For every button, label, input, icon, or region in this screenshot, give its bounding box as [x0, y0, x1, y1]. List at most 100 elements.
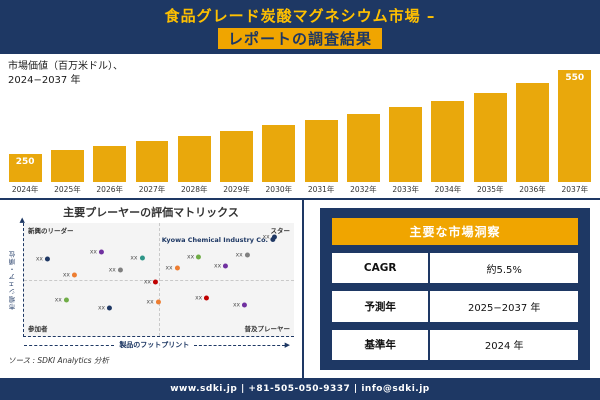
matrix-point-label: xx [235, 251, 243, 259]
bar [389, 107, 423, 182]
bar [50, 150, 84, 182]
matrix-point-dot-icon [155, 299, 161, 305]
x-axis-tick-label: 2035年 [476, 185, 504, 194]
x-axis-tick-label: 2026年 [96, 185, 123, 194]
matrix-point-dot-icon [196, 254, 202, 260]
bar [262, 125, 296, 182]
matrix-point-dot-icon [139, 255, 145, 261]
bar: 550 [558, 70, 592, 182]
x-axis-tick-label: 2037年 [561, 185, 589, 194]
x-axis-tick-label: 2027年 [138, 185, 166, 194]
matrix-point: xx [165, 265, 180, 272]
x-axis-tick-label: 2028年 [180, 185, 208, 194]
quadrant-label-stars: スター [270, 227, 291, 235]
bar [304, 120, 338, 182]
matrix-point-label: xx [108, 266, 116, 274]
bar-slot: 2029年 [215, 131, 257, 198]
bar-slot: 2034年 [427, 101, 469, 198]
matrix-point-label: xx [187, 253, 195, 261]
bar [135, 141, 169, 182]
bar-slot: 2032年 [342, 114, 384, 198]
bar-slot: 550 2037年 [554, 70, 596, 198]
bar-slot: 2035年 [469, 93, 511, 198]
matrix-point-label: xx [130, 254, 138, 262]
insights-row-value: 2025−2037 年 [467, 302, 541, 314]
header: 食品グレード炭酸マグネシウム市場 – レポートの調査結果 [0, 0, 600, 54]
matrix-point-label: xx [146, 298, 154, 306]
matrix-point-dot-icon [270, 237, 276, 243]
matrix-point-label: xx [195, 294, 203, 302]
matrix-point-dot-icon [107, 305, 113, 311]
x-axis-tick-label: 2034年 [434, 185, 462, 194]
source-note: ソース : SDKI Analytics 分析 [8, 356, 109, 365]
x-axis-tick-label: 2030年 [265, 185, 293, 194]
bar [177, 136, 211, 182]
matrix-point-named: Kyowa Chemical Industry Co. [161, 235, 276, 244]
matrix-title: 主要プレーヤーの評価マトリックス [63, 206, 239, 219]
x-axis-tick-label: 2029年 [223, 185, 250, 194]
x-axis-tick-label: 2025年 [54, 185, 81, 194]
bar-slot: 250 2024年 [4, 154, 46, 198]
insights-row-label: CAGR [332, 253, 431, 284]
matrix-point: xx [90, 249, 104, 256]
matrix-point-dot-icon [98, 249, 104, 255]
matrix-point-dot-icon [204, 295, 210, 301]
matrix-panel: 主要プレーヤーの評価マトリックス 市場シェア・順位 ▲ 新興のリーダー スター … [0, 200, 302, 378]
matrix-point-label: xx [214, 262, 222, 270]
x-axis-arrow-icon: ▶ [284, 340, 291, 349]
insights-row-value: 約5.5% [486, 264, 522, 276]
matrix-point-label: xx [89, 248, 97, 256]
bar-slot: 2031年 [300, 120, 342, 198]
bar-slot: 2028年 [173, 136, 215, 198]
matrix-point: xx [63, 271, 77, 278]
matrix-point-label: xx [35, 255, 43, 263]
bar [220, 131, 254, 182]
table-row: 予測年 2025−2037 年 [332, 291, 578, 322]
bar-slot: 2026年 [89, 146, 131, 198]
matrix-point: xx [55, 296, 69, 303]
y-axis-arrow-icon: ▲ [19, 216, 25, 224]
footer-contact: www.sdki.jp | +81-505-050-9337 | info@sd… [170, 384, 430, 394]
bar-chart-section: 市場価値（百万米ドル）、 2024−2037 年 250 2024年 2025年 20… [0, 54, 600, 200]
matrix-point-label: xx [97, 304, 106, 312]
bar [431, 101, 465, 182]
bar: 250 [8, 154, 42, 182]
bar-slot: 2027年 [131, 141, 173, 198]
matrix-point-dot-icon [152, 279, 158, 285]
chart-axis-title-line1: 市場価値（百万米ドル）、 [8, 61, 123, 72]
matrix-point-dot-icon [117, 267, 123, 273]
bar [516, 83, 549, 182]
matrix-point: xx [187, 253, 202, 261]
matrix-point-label: xx [143, 278, 151, 286]
matrix-point-dot-icon [44, 256, 50, 262]
x-axis-tick-label: 2033年 [392, 185, 419, 194]
matrix-point-label: xx [262, 233, 270, 241]
insights-panel: 主要な市場洞察 CAGR 約5.5% 予測年 2025−2037 年 基準年 2… [302, 200, 600, 378]
bottom-section: 主要プレーヤーの評価マトリックス 市場シェア・順位 ▲ 新興のリーダー スター … [0, 200, 600, 378]
bar [473, 93, 507, 182]
bar-slot: 2033年 [385, 107, 427, 198]
matrix-point-label: xx [62, 271, 70, 279]
bar-value-label: 250 [15, 157, 35, 167]
matrix-point: xx [195, 294, 210, 302]
matrix-point-dot-icon [174, 265, 180, 271]
table-row: 基準年 2024 年 [332, 329, 578, 360]
bar-slot: 2030年 [258, 125, 300, 198]
matrix-point-label: Kyowa Chemical Industry Co. [161, 235, 269, 244]
matrix-point-dot-icon [242, 302, 248, 308]
x-axis-tick-label: 2031年 [307, 185, 335, 194]
matrix-point: xx [97, 304, 113, 312]
footer-bar: www.sdki.jp | +81-505-050-9337 | info@sd… [0, 378, 600, 400]
matrix-point: xx [130, 254, 145, 262]
matrix-point: xx [263, 233, 277, 240]
matrix-plot-area: ▲ 新興のリーダー スター 参加者 普及プレーヤー xx xx xx xx xx xx xx… [20, 216, 294, 337]
matrix-x-axis: 製品のフットプリント ▶ [24, 340, 290, 350]
chart-axis-title: 市場価値（百万米ドル）、 2024−2037 年 [8, 60, 123, 88]
insights-row-label: 予測年 [332, 291, 431, 322]
insights-box: 主要な市場洞察 CAGR 約5.5% 予測年 2025−2037 年 基準年 2… [320, 208, 590, 370]
matrix-point: xx [36, 256, 50, 263]
bar [93, 146, 127, 182]
matrix-point: xx [144, 278, 158, 285]
bar-chart: 250 2024年 2025年 2026年 2027年 2028年 2029年 2030年 20… [4, 70, 596, 198]
